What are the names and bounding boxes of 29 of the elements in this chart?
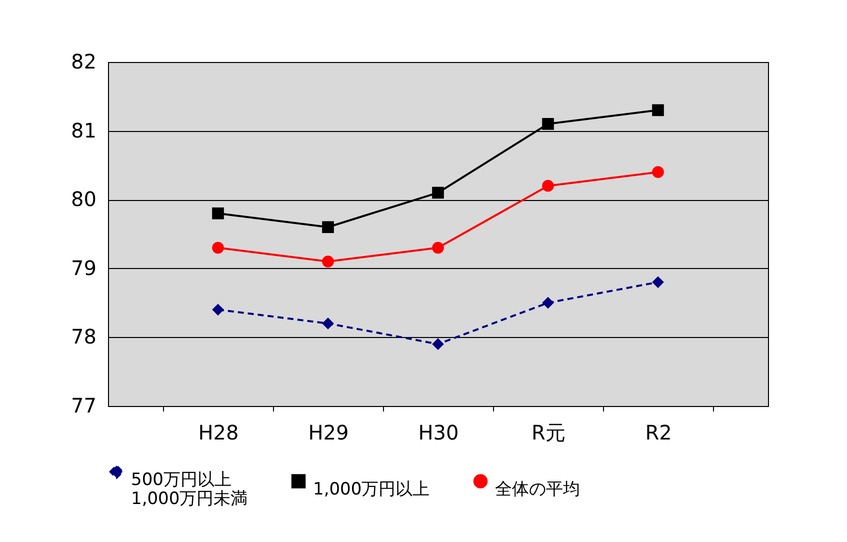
y-tick-label: 77 [71, 394, 96, 418]
y-tick-label: 81 [71, 118, 96, 142]
y-tick-label: 78 [71, 324, 96, 349]
x-tick-label: H28 [198, 420, 239, 444]
point [212, 242, 224, 254]
y-tick-label: 80 [71, 187, 96, 212]
x-tick-label: R元 [532, 420, 566, 444]
point [542, 296, 554, 309]
point [432, 338, 444, 350]
point [322, 256, 334, 268]
point [212, 207, 224, 220]
point [652, 166, 664, 178]
y-tick-label: 79 [71, 256, 96, 280]
point [432, 186, 444, 199]
point [652, 276, 664, 288]
legend-label: 全体の平均 [495, 479, 580, 500]
point [322, 221, 334, 234]
point [542, 118, 554, 130]
point [322, 318, 334, 330]
legend-label: 1,000万円以上 [313, 479, 430, 500]
point [432, 242, 444, 254]
point [212, 304, 224, 316]
point [542, 180, 554, 192]
x-tick-label: R2 [645, 420, 672, 444]
x-tick-label: H29 [308, 420, 349, 444]
x-tick-label: H30 [418, 420, 459, 444]
y-tick-label: 82 [71, 50, 96, 74]
point [652, 104, 664, 116]
legend-label: 500万円以上 1,000万円未満 [131, 470, 248, 509]
